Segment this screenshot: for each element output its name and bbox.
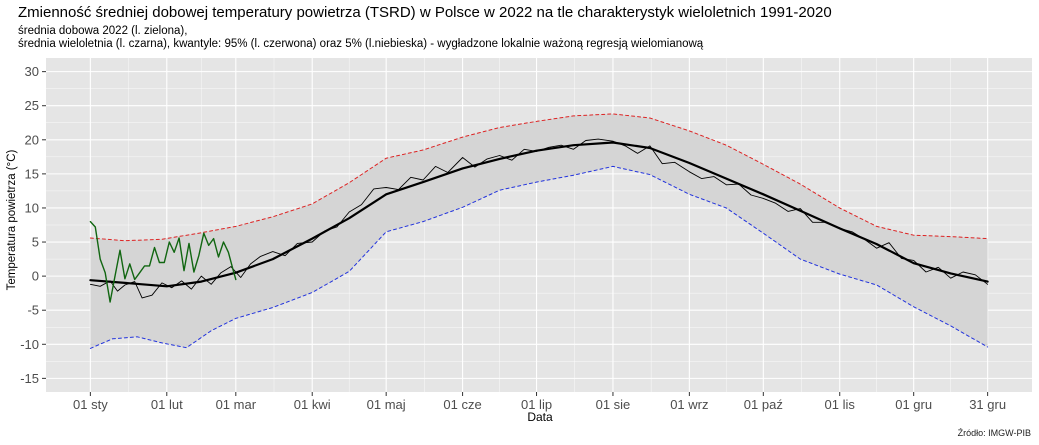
series-layer — [89, 113, 989, 349]
x-tick-label: 01 mar — [216, 397, 257, 412]
series-line-0 — [89, 113, 989, 242]
series-line-4 — [89, 220, 237, 303]
series-line-2 — [89, 141, 989, 288]
y-axis-label: Temperatura powietrza (°C) — [6, 149, 18, 291]
y-tick-label: 15 — [25, 166, 39, 181]
x-axis-label: Data — [527, 410, 553, 424]
y-tick-label: -5 — [27, 303, 39, 318]
quantile-band — [90, 113, 988, 349]
x-tick-label: 01 cze — [443, 397, 481, 412]
x-tick-label: 01 maj — [367, 397, 406, 412]
chart-subtitle-line-1: średnia dobowa 2022 (l. zielona), — [18, 25, 188, 37]
series-line-1 — [89, 165, 989, 349]
x-tick-label: 01 sty — [73, 397, 108, 412]
source-note: Źródło: IMGW-PIB — [957, 428, 1031, 438]
y-axis-ticks: -15 -10 -5 0 5 10 15 20 25 30 — [20, 64, 46, 386]
x-tick-label: 31 gru — [969, 397, 1006, 412]
x-tick-label: 01 kwi — [294, 397, 331, 412]
x-tick-label: 01 sie — [596, 397, 631, 412]
x-tick-label: 01 lut — [151, 397, 183, 412]
y-tick-label: -10 — [20, 337, 39, 352]
x-tick-label: 01 lis — [825, 397, 856, 412]
x-tick-label: 01 lip — [521, 397, 552, 412]
chart-subtitle-line-2: średnia wieloletnia (l. czarna), kwantyl… — [18, 38, 704, 50]
x-tick-label: 01 paź — [744, 397, 783, 412]
y-tick-label: 5 — [32, 235, 39, 250]
x-tick-label: 01 wrz — [670, 397, 708, 412]
y-tick-label: 10 — [25, 200, 39, 215]
chart-title: Zmienność średniej dobowej temperatury p… — [18, 4, 832, 21]
y-tick-label: 25 — [25, 98, 39, 113]
x-axis-ticks: 01 sty 01 lut 01 mar 01 kwi 01 maj 01 cze 01 l… — [73, 392, 1006, 412]
x-tick-label: 01 gru — [895, 397, 932, 412]
y-tick-label: 0 — [32, 269, 39, 284]
y-tick-label: -15 — [20, 371, 39, 386]
y-tick-label: 30 — [25, 64, 39, 79]
y-tick-label: 20 — [25, 132, 39, 147]
